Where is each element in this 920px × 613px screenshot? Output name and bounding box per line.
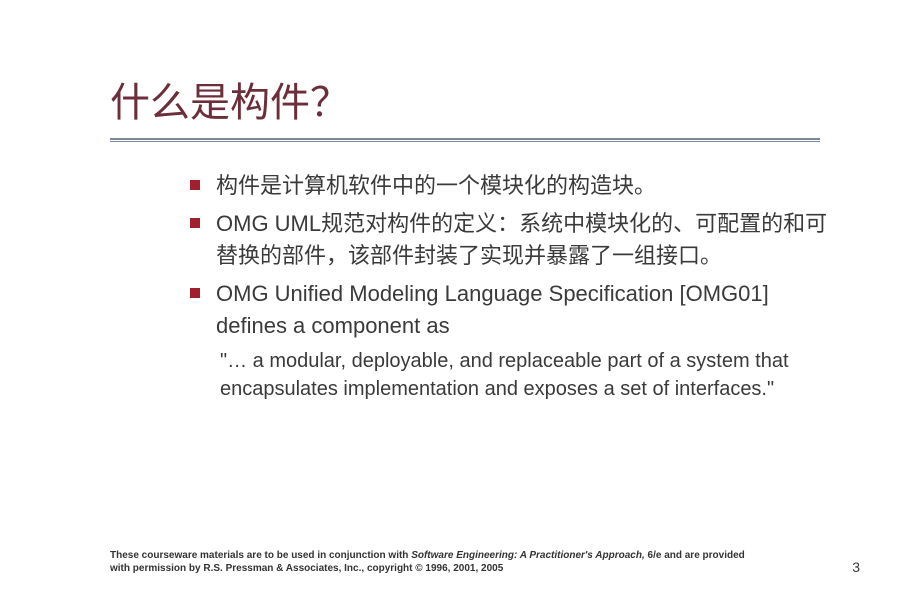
bullet-text: 构件是计算机软件中的一个模块化的构造块。: [216, 170, 830, 202]
square-bullet-icon: [190, 288, 200, 298]
square-bullet-icon: [190, 180, 200, 190]
bullet-text: OMG UML规范对构件的定义：系统中模块化的、可配置的和可替换的部件，该部件封…: [216, 208, 830, 272]
footer-citation: These courseware materials are to be use…: [110, 550, 750, 575]
bullet-text: OMG Unified Modeling Language Specificat…: [216, 278, 830, 342]
slide-title: 什么是构件？: [110, 70, 860, 128]
page-number: 3: [852, 559, 860, 575]
bullet-item: 构件是计算机软件中的一个模块化的构造块。: [190, 170, 830, 202]
footer-text-pre: These courseware materials are to be use…: [110, 550, 411, 561]
sub-quote: "… a modular, deployable, and replaceabl…: [190, 347, 830, 403]
bullet-item: OMG UML规范对构件的定义：系统中模块化的、可配置的和可替换的部件，该部件封…: [190, 208, 830, 272]
slide: 什么是构件？ 构件是计算机软件中的一个模块化的构造块。 OMG UML规范对构件…: [0, 0, 920, 613]
bullet-item: OMG Unified Modeling Language Specificat…: [190, 278, 830, 342]
title-underline: [110, 138, 820, 142]
footer-text-italic: Software Engineering: A Practitioner's A…: [411, 550, 645, 561]
square-bullet-icon: [190, 218, 200, 228]
slide-body: 构件是计算机软件中的一个模块化的构造块。 OMG UML规范对构件的定义：系统中…: [110, 170, 860, 403]
